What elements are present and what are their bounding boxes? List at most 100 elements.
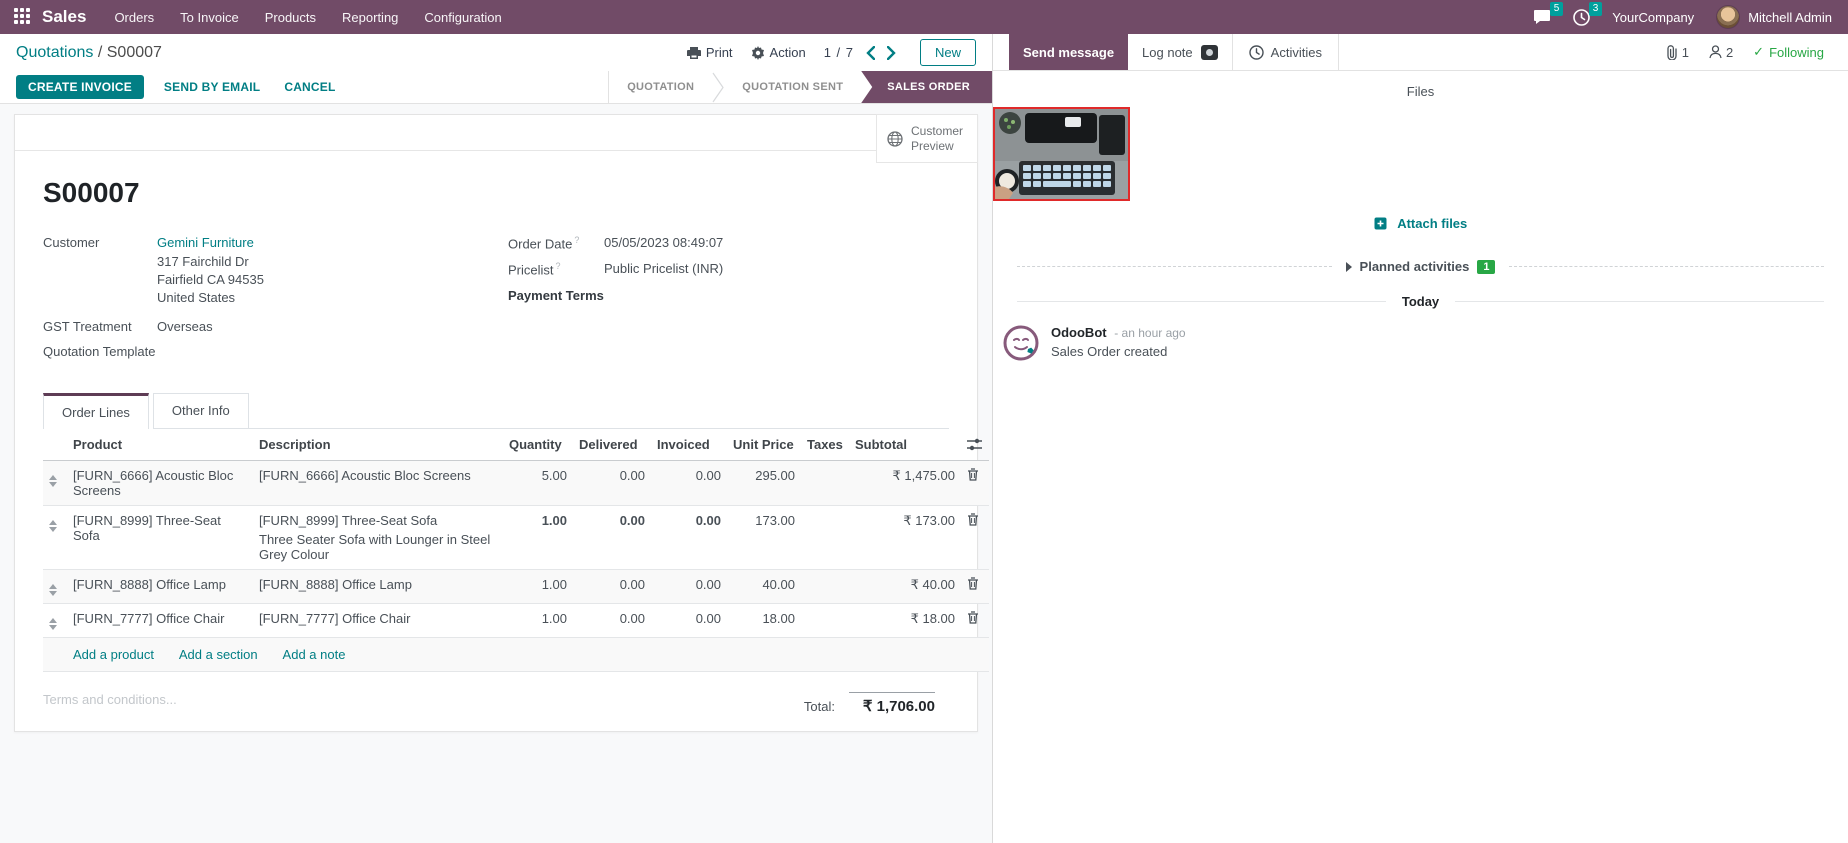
cell-quantity[interactable]: 1.00 [503,569,573,604]
drag-handle-icon[interactable] [49,615,57,630]
trash-icon[interactable] [967,577,979,590]
col-delivered[interactable]: Delivered [573,429,651,461]
messages-icon[interactable]: 5 [1533,2,1564,25]
drag-handle-icon[interactable] [49,472,57,487]
attach-files-button[interactable]: Attach files [993,201,1848,243]
menu-orders[interactable]: Orders [114,9,155,25]
chevron-right-icon[interactable] [886,45,896,60]
status-sales-order[interactable]: SALES ORDER [861,71,992,103]
pager: 1 / 7 [824,45,896,60]
cancel-button[interactable]: CANCEL [272,71,347,103]
message-author[interactable]: OdooBot [1051,325,1107,340]
add-product-link[interactable]: Add a product [73,647,154,662]
cell-invoiced[interactable]: 0.00 [651,505,727,570]
cell-description[interactable]: [FURN_7777] Office Chair [253,603,503,638]
chevron-left-icon[interactable] [866,45,875,60]
cell-description[interactable]: [FURN_8999] Three-Seat Sofa Three Seater… [253,505,503,570]
table-row[interactable]: [FURN_7777] Office Chair [FURN_7777] Off… [43,603,989,638]
col-invoiced[interactable]: Invoiced [651,429,727,461]
new-button[interactable]: New [919,39,976,66]
terms-input[interactable] [43,692,463,707]
apps-grid-icon[interactable] [14,8,32,26]
cell-product[interactable]: [FURN_7777] Office Chair [67,603,253,638]
menu-reporting[interactable]: Reporting [342,9,399,25]
col-taxes[interactable]: Taxes [801,429,849,461]
following-button[interactable]: ✓ Following [1753,44,1824,60]
gst-treatment-value[interactable]: Overseas [157,319,213,334]
cell-unit-price[interactable]: 173.00 [727,505,801,570]
cell-description[interactable]: [FURN_8888] Office Lamp [253,569,503,604]
pricelist-value[interactable]: Public Pricelist (INR) [604,261,724,277]
table-row[interactable]: [FURN_8999] Three-Seat Sofa [FURN_8999] … [43,505,989,570]
send-message-button[interactable]: Send message [1009,34,1129,70]
col-product[interactable]: Product [67,429,253,461]
tab-other-info[interactable]: Other Info [152,393,249,429]
send-by-email-button[interactable]: SEND BY EMAIL [152,71,272,103]
tab-order-lines[interactable]: Order Lines [43,393,149,429]
cell-quantity[interactable]: 1.00 [503,603,573,638]
user-menu[interactable]: Mitchell Admin [1716,5,1832,29]
log-note-tab[interactable]: Log note [1128,34,1233,70]
attachments-button[interactable]: 1 [1665,45,1689,60]
attachment-thumbnail[interactable] [993,107,1130,201]
col-description[interactable]: Description [253,429,503,461]
cell-product[interactable]: [FURN_8999] Three-Seat Sofa [67,505,253,570]
col-subtotal[interactable]: Subtotal [849,429,961,461]
chatter-message: OdooBot - an hour ago Sales Order create… [993,309,1848,361]
action-button[interactable]: Action [751,45,806,60]
cell-taxes[interactable] [801,505,849,570]
cell-taxes[interactable] [801,569,849,604]
cell-invoiced[interactable]: 0.00 [651,569,727,604]
company-switcher[interactable]: YourCompany [1612,9,1695,25]
create-invoice-button[interactable]: CREATE INVOICE [16,75,144,99]
menu-configuration[interactable]: Configuration [424,9,502,25]
cell-delivered[interactable]: 0.00 [573,603,651,638]
drag-handle-icon[interactable] [49,581,57,596]
activities-clock-icon[interactable]: 3 [1573,1,1603,26]
desk-photo [995,109,1128,199]
cell-delivered[interactable]: 0.00 [573,505,651,570]
activities-tab[interactable]: Activities [1233,34,1339,70]
cell-invoiced[interactable]: 0.00 [651,603,727,638]
cell-delivered[interactable]: 0.00 [573,569,651,604]
optional-columns-icon[interactable] [961,429,989,461]
menu-to-invoice[interactable]: To Invoice [180,9,239,25]
app-name[interactable]: Sales [42,7,87,26]
cell-invoiced[interactable]: 0.00 [651,460,727,506]
drag-handle-icon[interactable] [49,517,57,532]
cell-unit-price[interactable]: 40.00 [727,569,801,604]
followers-button[interactable]: 2 [1709,45,1733,60]
order-date-value[interactable]: 05/05/2023 08:49:07 [604,235,724,250]
customer-link[interactable]: Gemini Furniture [157,235,254,250]
col-quantity[interactable]: Quantity [503,429,573,461]
add-note-link[interactable]: Add a note [282,647,346,662]
user-avatar [1716,5,1741,29]
planned-activities-toggle[interactable]: Planned activities 1 [1332,259,1510,274]
cell-product[interactable]: [FURN_6666] Acoustic Bloc Screens [67,460,253,506]
trash-icon[interactable] [967,513,979,526]
add-section-link[interactable]: Add a section [178,647,258,662]
print-button[interactable]: Print [686,45,733,60]
status-quotation-sent[interactable]: QUOTATION SENT [742,81,844,93]
full-composer-icon[interactable] [1200,44,1218,60]
cell-product[interactable]: [FURN_8888] Office Lamp [67,569,253,604]
cell-quantity[interactable]: 5.00 [503,460,573,506]
customer-preview-button[interactable]: Customer Preview [875,114,978,163]
trash-icon[interactable] [967,468,979,481]
cell-unit-price[interactable]: 18.00 [727,603,801,638]
cell-taxes[interactable] [801,603,849,638]
cell-taxes[interactable] [801,460,849,506]
cell-subtotal: ₹ 40.00 [849,569,961,604]
cell-description[interactable]: [FURN_6666] Acoustic Bloc Screens [253,460,503,506]
table-row[interactable]: [FURN_6666] Acoustic Bloc Screens [FURN_… [43,460,989,506]
cell-unit-price[interactable]: 295.00 [727,460,801,506]
col-unit-price[interactable]: Unit Price [727,429,801,461]
status-quotation[interactable]: QUOTATION [627,81,695,93]
cell-delivered[interactable]: 0.00 [573,460,651,506]
table-row[interactable]: [FURN_8888] Office Lamp [FURN_8888] Offi… [43,569,989,604]
trash-icon[interactable] [967,611,979,624]
breadcrumb-quotations[interactable]: Quotations [16,43,94,61]
menu-products[interactable]: Products [264,9,317,25]
cell-quantity[interactable]: 1.00 [503,505,573,570]
